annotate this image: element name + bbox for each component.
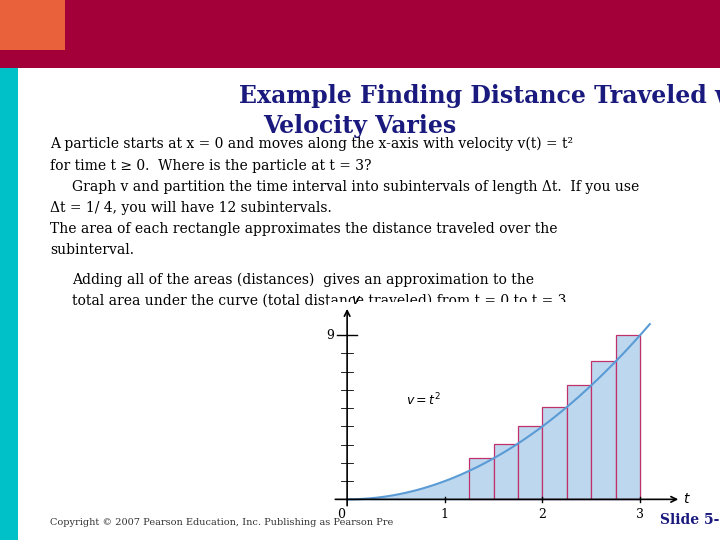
Text: 0: 0	[337, 508, 346, 521]
Text: 2: 2	[539, 508, 546, 521]
Text: Copyright © 2007 Pearson Education, Inc. Publishing as Pearson Pre: Copyright © 2007 Pearson Education, Inc.…	[50, 518, 393, 527]
Bar	[469, 458, 494, 500]
Text: $t$: $t$	[683, 492, 691, 507]
Bar	[542, 407, 567, 500]
Bar	[591, 361, 616, 500]
Text: total area under the curve (total distance traveled) from t = 0 to t = 3.: total area under the curve (total distan…	[72, 294, 571, 308]
Text: for time t ≥ 0.  Where is the particle at t = 3?: for time t ≥ 0. Where is the particle at…	[50, 159, 372, 173]
Text: Adding all of the areas (distances)  gives an approximation to the: Adding all of the areas (distances) give…	[72, 273, 534, 287]
Text: $v$: $v$	[351, 293, 361, 307]
Bar	[0, 0, 65, 50]
Text: The area of each rectangle approximates the distance traveled over the: The area of each rectangle approximates …	[50, 222, 557, 236]
Text: subinterval.: subinterval.	[50, 243, 134, 257]
Text: 3: 3	[636, 508, 644, 521]
Bar	[494, 443, 518, 500]
Bar	[518, 427, 542, 500]
Text: Velocity Varies: Velocity Varies	[264, 114, 456, 138]
Bar	[0, 0, 720, 68]
Bar	[0, 68, 18, 540]
Text: Finding Distance Traveled when: Finding Distance Traveled when	[360, 84, 720, 108]
Text: Example: Example	[239, 84, 360, 108]
Text: Graph v and partition the time interval into subintervals of length Δt.  If you : Graph v and partition the time interval …	[72, 180, 639, 194]
Bar	[567, 386, 591, 500]
Text: Δt = 1/ 4, you will have 12 subintervals.: Δt = 1/ 4, you will have 12 subintervals…	[50, 201, 332, 215]
Text: 9: 9	[327, 329, 334, 342]
Text: $v = t^2$: $v = t^2$	[405, 392, 441, 408]
Text: 1: 1	[441, 508, 449, 521]
Text: Slide 5- 7: Slide 5- 7	[660, 513, 720, 527]
Text: A particle starts at x = 0 and moves along the x-axis with velocity v(t) = t²: A particle starts at x = 0 and moves alo…	[50, 137, 573, 151]
Bar	[616, 335, 640, 500]
